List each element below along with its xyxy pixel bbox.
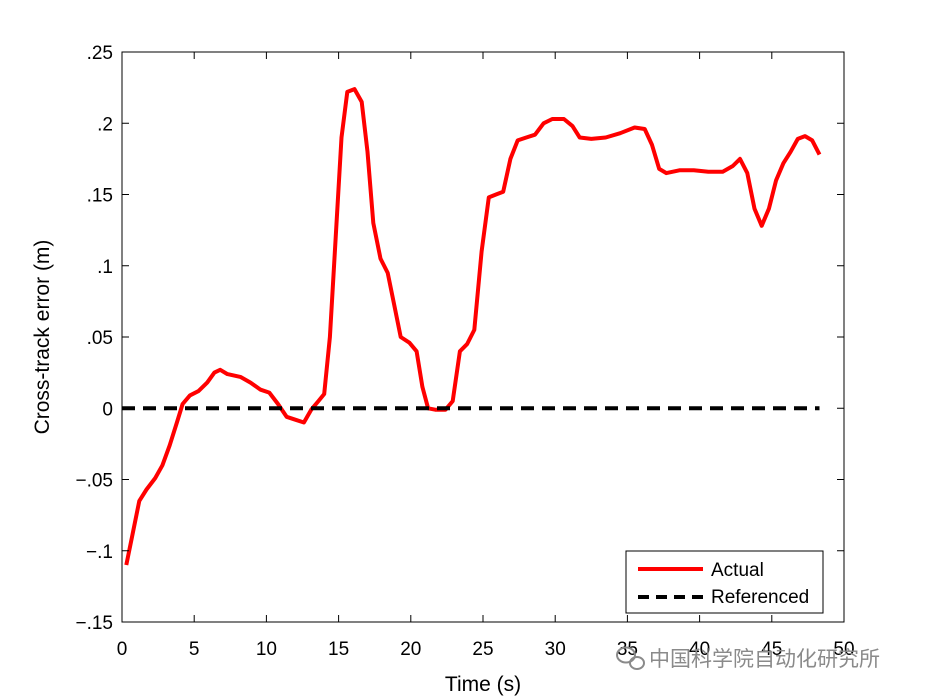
- x-axis-title: Time (s): [445, 673, 521, 696]
- x-tick-label: 25: [472, 639, 493, 660]
- y-tick-label: −.05: [75, 471, 113, 492]
- x-tick-label: 45: [761, 639, 782, 660]
- x-tick-label: 40: [689, 639, 710, 660]
- x-tick-label: 5: [189, 639, 200, 660]
- x-tick-label: 20: [400, 639, 421, 660]
- y-tick-label: .1: [97, 257, 113, 278]
- y-axis-title: Cross-track error (m): [31, 240, 54, 435]
- plot-background: [122, 52, 844, 622]
- x-tick-label: 35: [617, 639, 638, 660]
- y-tick-label: 0: [102, 399, 113, 420]
- x-tick-label: 50: [833, 639, 854, 660]
- legend-box: [625, 550, 824, 614]
- x-tick-label: 0: [117, 639, 128, 660]
- axis-ticks: [121, 51, 845, 623]
- axis-tick-labels: 0 5 10 15 20 25 30 35 40 45 50 −.15 −.1 −.05 0 .05 .1 .15…: [75, 43, 854, 660]
- y-tick-label: −.1: [86, 542, 113, 563]
- y-tick-label: .15: [87, 186, 113, 207]
- x-tick-label: 15: [328, 639, 349, 660]
- watermark-text: 中国科学院自动化研究所: [649, 647, 880, 671]
- data-marks: [122, 87, 822, 566]
- wechat-icon: [616, 646, 645, 670]
- y-tick-label: .2: [97, 114, 113, 135]
- watermark: 中国科学院自动化研究所: [616, 646, 880, 671]
- x-tick-label: 10: [256, 639, 277, 660]
- y-tick-label: .25: [87, 43, 113, 64]
- x-tick-label: 30: [545, 639, 566, 660]
- legend-label-actual: Actual: [711, 560, 764, 581]
- y-tick-label: .05: [87, 328, 113, 349]
- legend: Actual Referenced: [625, 550, 824, 614]
- y-tick-label: −.15: [75, 613, 113, 634]
- legend-label-referenced: Referenced: [711, 587, 809, 608]
